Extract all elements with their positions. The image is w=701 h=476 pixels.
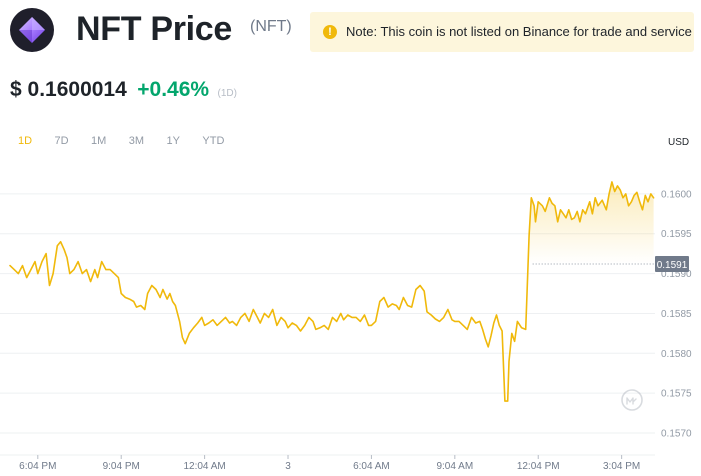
warning-icon: ! [323, 25, 337, 39]
price-chart[interactable]: 0.1570 0.1575 0.1580 0.1585 0.1590 0.1595 0.16… [0, 150, 701, 476]
x-tick-label: 6:04 AM [353, 461, 390, 472]
x-tick-label: 12:04 AM [183, 461, 225, 472]
time-range-tabs: 1D 7D 1M 3M 1Y YTD [18, 131, 242, 149]
range-tab-1d[interactable]: 1D [18, 135, 33, 147]
x-tick-label: 9:04 PM [103, 461, 140, 472]
y-tick-label: 0.1595 [661, 229, 692, 240]
x-tick-label: 12:04 PM [517, 461, 560, 472]
current-price-tag [655, 256, 689, 273]
range-tab-ytd[interactable]: YTD [202, 135, 225, 147]
range-tab-3m[interactable]: 3M [128, 135, 145, 147]
current-price: $ 0.1600014 [10, 78, 127, 101]
range-tab-1m[interactable]: 1M [91, 135, 107, 147]
y-tick-label: 0.1575 [661, 389, 692, 400]
y-tick-label: 0.1600 [661, 189, 692, 200]
range-tab-7d[interactable]: 7D [54, 135, 69, 147]
y-tick-label: 0.1570 [661, 429, 692, 440]
range-tab-1y[interactable]: 1Y [166, 135, 180, 147]
currency-label: USD [668, 137, 690, 148]
price-change: +0.46% [137, 78, 210, 101]
current-price-tag-label: 0.1591 [657, 260, 688, 271]
page-title: NFT Price [76, 10, 233, 48]
coin-header: NFT Price (NFT) ! Note: This coin is not… [10, 6, 700, 54]
x-tick-label: 9:04 AM [436, 461, 473, 472]
x-tick-label: 3:04 PM [603, 461, 640, 472]
x-tick-label: 3 [285, 461, 291, 472]
price-line [9, 181, 655, 402]
x-tick-label: 6:04 PM [19, 461, 56, 472]
cmc-logo-icon [621, 389, 643, 411]
change-period: (1D) [217, 88, 237, 99]
y-tick-label: 0.1580 [661, 349, 692, 360]
not-listed-note: ! Note: This coin is not listed on Binan… [310, 12, 694, 52]
y-tick-label: 0.1585 [661, 309, 692, 320]
note-text: Note: This coin is not listed on Binance… [346, 24, 692, 39]
nft-diamond-icon [10, 8, 54, 52]
coin-symbol: (NFT) [250, 18, 292, 35]
price-row: $ 0.1600014 +0.46% (1D) [10, 78, 237, 106]
y-tick-label: 0.1590 [661, 269, 692, 280]
